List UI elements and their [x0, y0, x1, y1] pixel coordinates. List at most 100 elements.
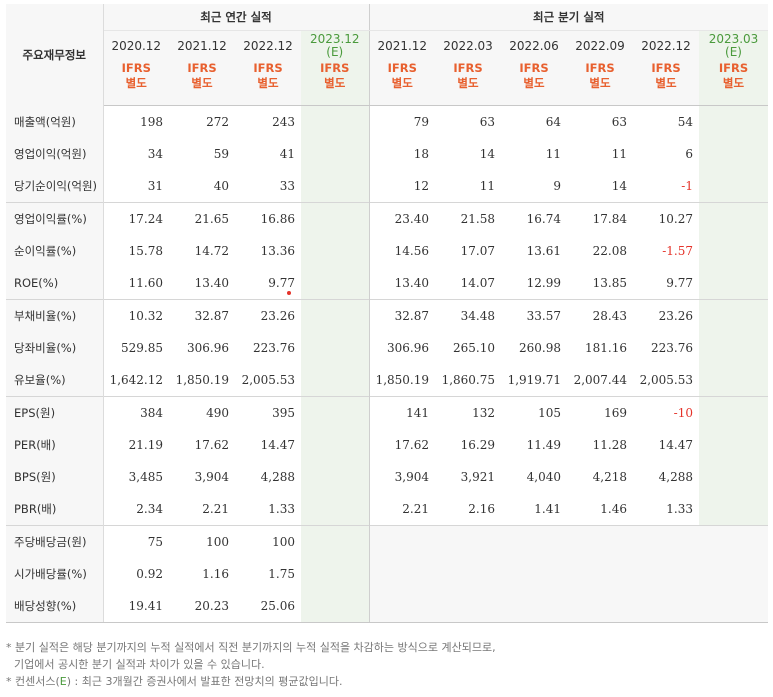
quarter-value-cell: 11 [545, 147, 561, 161]
quarter-value-cell [699, 493, 768, 526]
period-label: 2022.06 [509, 38, 559, 53]
annual-value-cell: 272 [206, 115, 229, 129]
ifrs-header-row: IFRS 별도 IFRS 별도 IFRS 별도 IFRS 별도 IFRS 별도 IFRS 별도 IFRS… [6, 61, 768, 106]
period-header-annual-2022.12: 2022.12 [235, 30, 301, 61]
quarter-value-cell: 1,919.71 [507, 373, 561, 387]
annual-value-cell [301, 590, 369, 623]
ifrs-label: IFRS [519, 61, 549, 75]
ifrs-header-annual-2021.12: IFRS 별도 [169, 61, 235, 106]
table-row: 영업이익(억원) 34 59 41 18 14 11 11 6 [6, 138, 768, 170]
quarter-value-cell: 2.16 [468, 502, 495, 516]
period-label: 2020.12 [111, 38, 162, 53]
quarter-value-cell: 63 [479, 115, 495, 129]
row-label: 영업이익률(%) [6, 202, 104, 235]
period-header-quarter-2022.12: 2022.12 [633, 30, 699, 61]
quarter-value-cell: 12 [368, 170, 435, 203]
footnotes: * 분기 실적은 해당 분기까지의 누적 실적에서 직전 분기까지의 누적 실적… [6, 639, 766, 690]
annual-value-cell: 2.21 [202, 502, 229, 516]
quarter-value-cell: -10 [633, 396, 699, 429]
annual-value-cell: 243 [272, 115, 295, 129]
quarter-value-cell [699, 396, 768, 429]
row-label: 매출액(억원) [6, 105, 104, 138]
table-row: 영업이익률(%) 17.24 21.65 16.86 23.40 21.58 16.74 17… [6, 202, 768, 235]
annual-value-cell: 41 [279, 147, 295, 161]
row-label: PBR(배) [6, 493, 104, 526]
quarter-value-cell: 2,007.44 [573, 373, 627, 387]
row-label: 순이익률(%) [6, 235, 104, 267]
footnote-line-3-prefix: * 컨센서스( [6, 675, 60, 688]
quarter-value-cell: 23.40 [368, 202, 435, 235]
annual-value-cell: 100 [169, 525, 235, 558]
annual-value-cell [301, 202, 369, 235]
quarter-value-cell: 16.29 [460, 438, 495, 452]
quarter-value-cell: 17.07 [460, 244, 495, 258]
annual-value-cell: 25.06 [235, 590, 301, 623]
period-header-annual-2023.12: 2023.12 (E) [301, 30, 369, 61]
annual-value-cell: 3,485 [128, 470, 163, 484]
ifrs-label: IFRS [453, 61, 483, 75]
annual-value-cell [301, 558, 369, 590]
row-label: 유보율(%) [6, 364, 104, 397]
table-row: 주당배당금(원) 75 100 100 [6, 525, 768, 558]
annual-value-cell: 4,288 [260, 470, 295, 484]
ifrs-header-quarter-2023.03: IFRS 별도 [699, 61, 768, 106]
ifrs-label: IFRS [320, 61, 350, 75]
quarter-value-cell [435, 558, 501, 590]
annual-value-cell: 14.72 [194, 244, 229, 258]
quarter-value-cell [368, 590, 435, 623]
row-label: 당좌비율(%) [6, 332, 104, 364]
quarter-value-cell: 1.46 [600, 502, 627, 516]
footnote-estimate-mark: E [59, 675, 67, 688]
quarter-value-cell: 260.98 [519, 341, 561, 355]
quarter-value-cell: 2.21 [368, 493, 435, 526]
quarter-value-cell: 141 [368, 396, 435, 429]
annual-value-cell: 100 [235, 525, 301, 558]
footnote-line-2: 기업에서 공시한 분기 실적과 차이가 있을 수 있습니다. [14, 658, 265, 671]
quarter-value-cell [699, 461, 768, 493]
quarter-value-cell [435, 590, 501, 623]
quarter-value-cell: 6 [685, 147, 693, 161]
row-label: 부채비율(%) [6, 299, 104, 332]
quarter-value-cell [699, 364, 768, 397]
quarter-value-cell: 181.16 [585, 341, 627, 355]
quarter-value-cell: 132 [435, 396, 501, 429]
quarter-value-cell: 9 [553, 179, 561, 193]
quarter-value-cell: 13.85 [592, 276, 627, 290]
period-label: 2023.12 [309, 32, 360, 46]
quarter-value-cell [699, 170, 768, 203]
quarter-section-header: 최근 분기 실적 [368, 4, 768, 31]
quarter-value-cell [699, 429, 768, 461]
period-header-annual-2021.12: 2021.12 [169, 30, 235, 61]
table-row: 유보율(%) 1,642.12 1,850.19 2,005.53 1,850.19 1,… [6, 364, 768, 397]
quarter-value-cell: 223.76 [651, 341, 693, 355]
period-header-quarter-2023.03: 2023.03 (E) [699, 30, 768, 61]
annual-value-cell: 0.92 [136, 567, 163, 581]
estimate-mark: (E) [326, 45, 344, 59]
row-label: PER(배) [6, 429, 104, 461]
separate-label: 별도 [391, 76, 413, 90]
quarter-value-cell [633, 558, 699, 590]
quarter-value-cell [699, 235, 768, 267]
quarter-value-cell: 14 [479, 147, 495, 161]
separate-label: 별도 [257, 76, 279, 90]
quarter-value-cell: 14.47 [658, 438, 693, 452]
quarter-value-cell [699, 558, 768, 590]
annual-value-cell: 11.60 [128, 276, 163, 290]
quarter-value-cell: 1,850.19 [368, 364, 435, 397]
quarter-value-cell [501, 558, 567, 590]
table-row: 시가배당률(%) 0.92 1.16 1.75 [6, 558, 768, 590]
quarter-value-cell: 1.33 [666, 502, 693, 516]
annual-value-cell [301, 493, 369, 526]
separate-label: 별도 [523, 76, 545, 90]
annual-value-cell: 16.86 [235, 202, 301, 235]
ifrs-header-annual-2020.12: IFRS 별도 [103, 61, 169, 106]
quarter-value-cell [699, 202, 768, 235]
annual-section-header: 최근 연간 실적 [103, 4, 369, 31]
ifrs-label: IFRS [187, 61, 217, 75]
annual-value-cell [301, 364, 369, 397]
annual-value-cell: 15.78 [128, 244, 163, 258]
table-row: 배당성향(%) 19.41 20.23 25.06 [6, 590, 768, 623]
quarter-value-cell [567, 558, 633, 590]
ifrs-label: IFRS [121, 61, 151, 75]
annual-value-cell: 198 [140, 115, 163, 129]
